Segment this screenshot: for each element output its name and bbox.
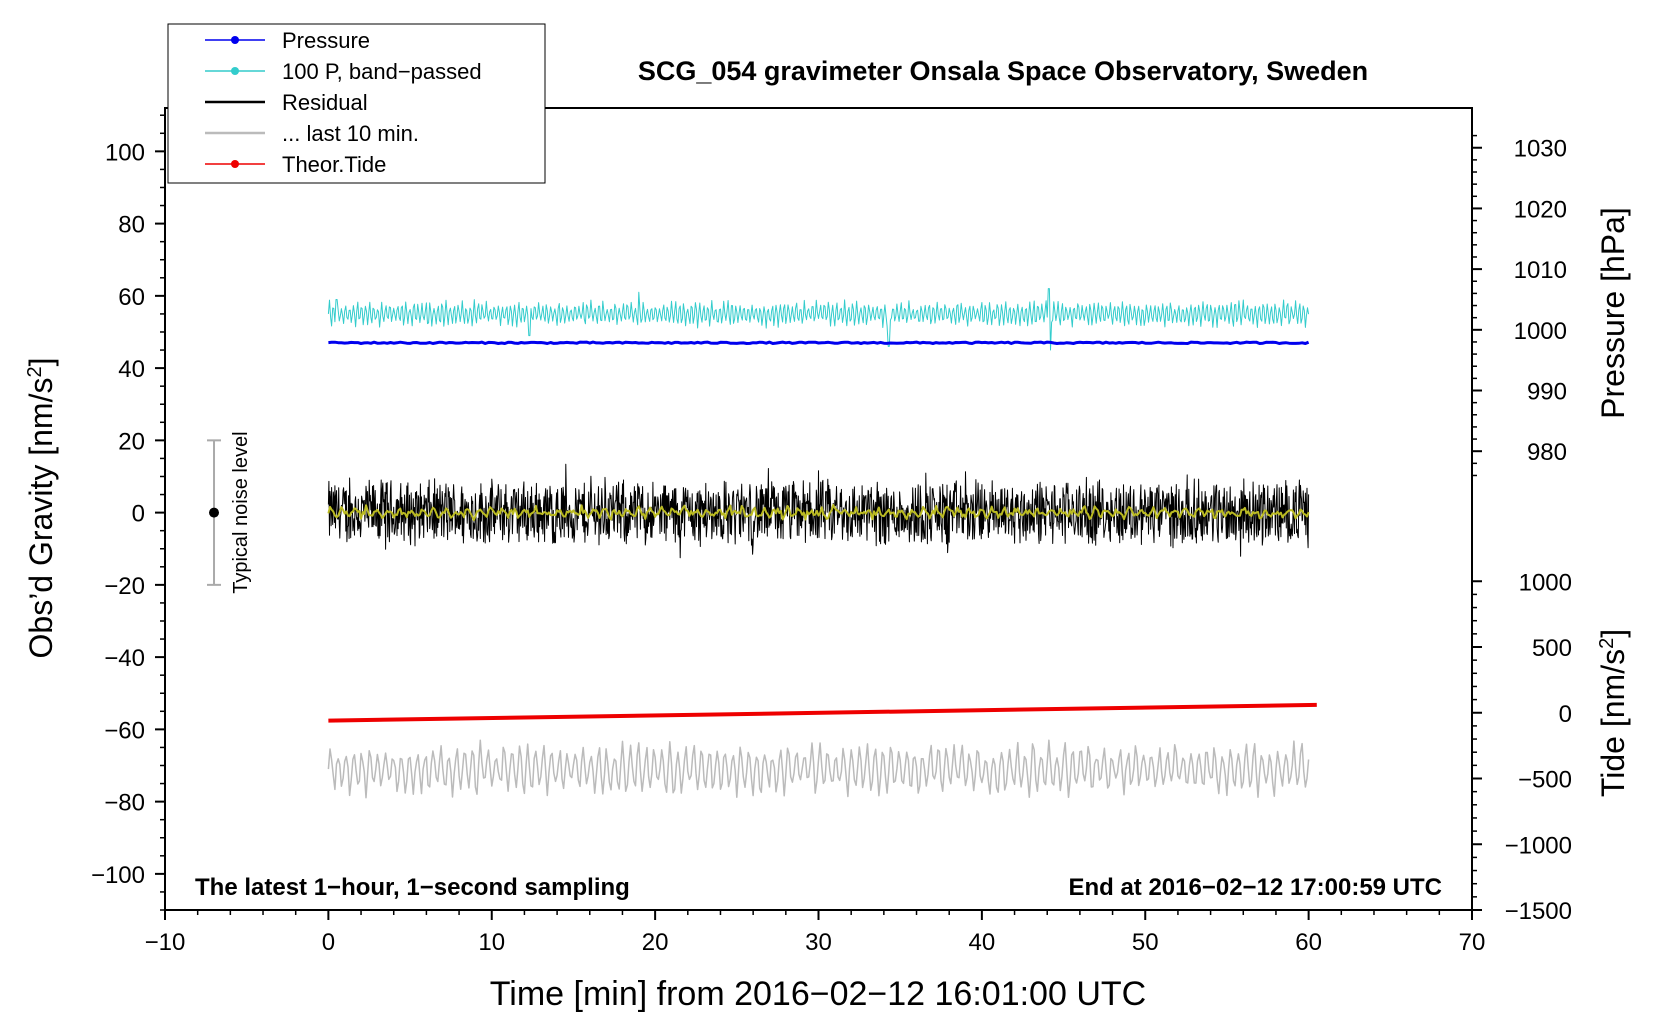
series-band-passed-pressure xyxy=(327,288,1310,351)
legend-box xyxy=(167,23,546,184)
legend: Pressure 100 P, band−passed Residual ... la… xyxy=(167,23,546,184)
noise-bar-center-dot xyxy=(209,507,220,518)
y-tick-label-left: 60 xyxy=(118,284,145,311)
legend-entries: Pressure 100 P, band−passed Residual ... la… xyxy=(205,28,482,177)
x-tick-label: 30 xyxy=(805,929,832,956)
y-tick-label-left: −60 xyxy=(104,717,145,744)
pressure-tick-label: 1030 xyxy=(1514,136,1567,163)
x-tick-label: 60 xyxy=(1295,929,1322,956)
annotation-bottom-right: End at 2016−02−12 17:00:59 UTC xyxy=(1068,874,1442,901)
series-last-10-min xyxy=(327,739,1310,799)
legend-label: Pressure xyxy=(282,28,370,53)
y-tick-label-left: 80 xyxy=(118,212,145,239)
legend-label: ... last 10 min. xyxy=(282,121,419,146)
noise-level-label: Typical noise level xyxy=(230,431,252,593)
series-layer xyxy=(327,288,1317,799)
series-pressure xyxy=(328,340,1310,345)
series-theoretical-tide xyxy=(328,702,1317,723)
legend-marker xyxy=(231,36,239,44)
x-axis-label: Time [min] from 2016−02−12 16:01:00 UTC xyxy=(490,975,1146,1013)
tide-tick-label: −500 xyxy=(1518,767,1572,794)
tide-tick-label: −1500 xyxy=(1505,898,1572,925)
y-tick-label-left: 0 xyxy=(132,501,145,528)
x-tick-label: 0 xyxy=(322,929,335,956)
x-tick-label: 50 xyxy=(1132,929,1159,956)
tide-tick-label: 1000 xyxy=(1519,569,1572,596)
x-tick-label: 70 xyxy=(1459,929,1486,956)
series-residual-smoothed xyxy=(327,504,1310,522)
legend-marker xyxy=(231,160,239,168)
x-tick-label: 20 xyxy=(642,929,669,956)
series-residual xyxy=(327,463,1310,559)
ticks-layer: −10 0 10 20 30 40 50 60 70100806040200−20−40−60−… xyxy=(91,114,1572,956)
y-tick-label-left: −40 xyxy=(104,645,145,672)
tide-tick-label: 500 xyxy=(1532,635,1572,662)
pressure-tick-label: 1010 xyxy=(1514,257,1567,284)
y-tick-label-left: −80 xyxy=(104,790,145,817)
pressure-tick-label: 980 xyxy=(1527,439,1567,466)
legend-marker xyxy=(231,67,239,75)
y-tick-label-left: 20 xyxy=(118,428,145,455)
noise-level-bar: Typical noise level xyxy=(207,431,252,594)
pressure-tick-label: 990 xyxy=(1527,379,1567,406)
y-tick-label-left: −100 xyxy=(91,862,145,889)
y-axis-label-left: Obs’d Gravity [nm/s2] xyxy=(23,358,59,659)
y-tick-label-left: 100 xyxy=(105,139,145,166)
legend-label: Residual xyxy=(282,90,368,115)
x-tick-label: −10 xyxy=(145,929,186,956)
y-axis-label-tide: Tide [nm/s2] xyxy=(1595,629,1631,797)
legend-label: 100 P, band−passed xyxy=(282,59,482,84)
x-tick-label: 10 xyxy=(478,929,505,956)
annotation-bottom-left: The latest 1−hour, 1−second sampling xyxy=(195,874,630,901)
pressure-tick-label: 1020 xyxy=(1514,196,1567,223)
y-tick-label-left: 40 xyxy=(118,356,145,383)
chart-title: SCG_054 gravimeter Onsala Space Observat… xyxy=(638,56,1368,86)
pressure-tick-label: 1000 xyxy=(1514,318,1567,345)
legend-label: Theor.Tide xyxy=(282,152,386,177)
tide-tick-label: −1000 xyxy=(1505,832,1572,859)
y-tick-label-left: −20 xyxy=(104,573,145,600)
x-tick-label: 40 xyxy=(969,929,996,956)
tide-tick-label: 0 xyxy=(1559,701,1572,728)
y-axis-label-pressure: Pressure [hPa] xyxy=(1595,207,1631,419)
